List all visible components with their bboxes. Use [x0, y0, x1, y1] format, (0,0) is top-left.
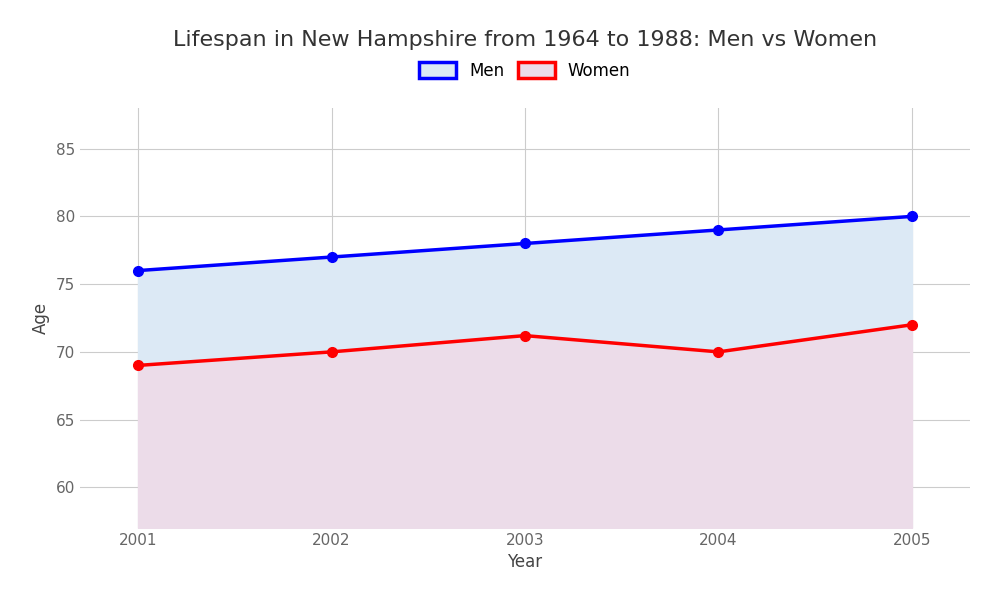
Y-axis label: Age: Age: [32, 302, 50, 334]
X-axis label: Year: Year: [507, 553, 543, 571]
Title: Lifespan in New Hampshire from 1964 to 1988: Men vs Women: Lifespan in New Hampshire from 1964 to 1…: [173, 29, 877, 49]
Legend: Men, Women: Men, Women: [419, 62, 631, 80]
